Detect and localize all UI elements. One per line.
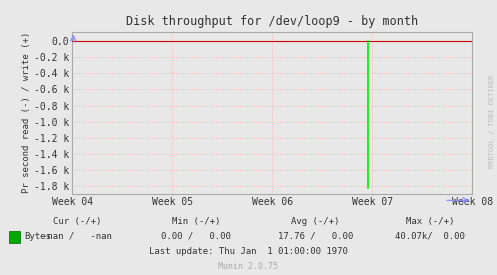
Title: Disk throughput for /dev/loop9 - by month: Disk throughput for /dev/loop9 - by mont… — [126, 15, 418, 28]
Text: Last update: Thu Jan  1 01:00:00 1970: Last update: Thu Jan 1 01:00:00 1970 — [149, 247, 348, 255]
Text: -nan /   -nan: -nan / -nan — [42, 232, 112, 241]
Text: Cur (-/+): Cur (-/+) — [53, 217, 101, 226]
Text: Avg (-/+): Avg (-/+) — [291, 217, 340, 226]
Text: 17.76 /   0.00: 17.76 / 0.00 — [278, 232, 353, 241]
Text: Min (-/+): Min (-/+) — [172, 217, 221, 226]
Text: 40.07k/  0.00: 40.07k/ 0.00 — [395, 232, 465, 241]
Text: RRDTOOL / TOBI OETIKER: RRDTOOL / TOBI OETIKER — [489, 74, 495, 168]
Text: 0.00 /   0.00: 0.00 / 0.00 — [162, 232, 231, 241]
Text: Bytes: Bytes — [24, 232, 51, 241]
Text: Munin 2.0.75: Munin 2.0.75 — [219, 262, 278, 271]
Text: Max (-/+): Max (-/+) — [406, 217, 454, 226]
Y-axis label: Pr second read (-) / write (+): Pr second read (-) / write (+) — [22, 32, 31, 193]
